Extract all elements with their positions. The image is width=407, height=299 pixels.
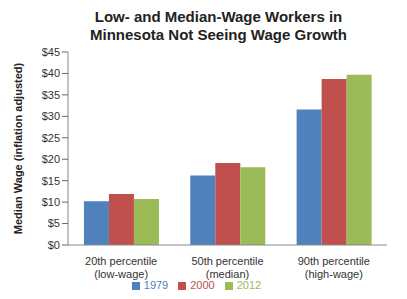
svg-text:$35: $35 <box>42 89 60 101</box>
svg-text:90th percentile(high-wage): 90th percentile(high-wage) <box>298 255 370 280</box>
svg-text:$15: $15 <box>42 175 60 187</box>
svg-text:$20: $20 <box>42 153 60 165</box>
svg-text:$0: $0 <box>48 239 60 251</box>
html-text:2012: 2012 <box>236 279 262 291</box>
svg-text:$30: $30 <box>42 110 60 122</box>
html-text:Low- and Median-Wage Workers i: Low- and Median-Wage Workers in Minnesot… <box>90 8 347 43</box>
svg-text:$10: $10 <box>42 196 60 208</box>
svg-text:20th percentile(low-wage): 20th percentile(low-wage) <box>85 255 157 280</box>
svg-text:$25: $25 <box>42 132 60 144</box>
html-text:1979: 1979 <box>143 279 169 291</box>
svg-text:$5: $5 <box>48 217 60 229</box>
svg-text:$40: $40 <box>42 67 60 79</box>
html-text:2000: 2000 <box>190 279 215 291</box>
svg-text:Median Wage (inflation adjuste: Median Wage (inflation adjusted) <box>12 63 24 235</box>
svg-text:$45: $45 <box>42 48 60 58</box>
svg-text:50th percentile(median): 50th percentile(median) <box>191 255 263 280</box>
